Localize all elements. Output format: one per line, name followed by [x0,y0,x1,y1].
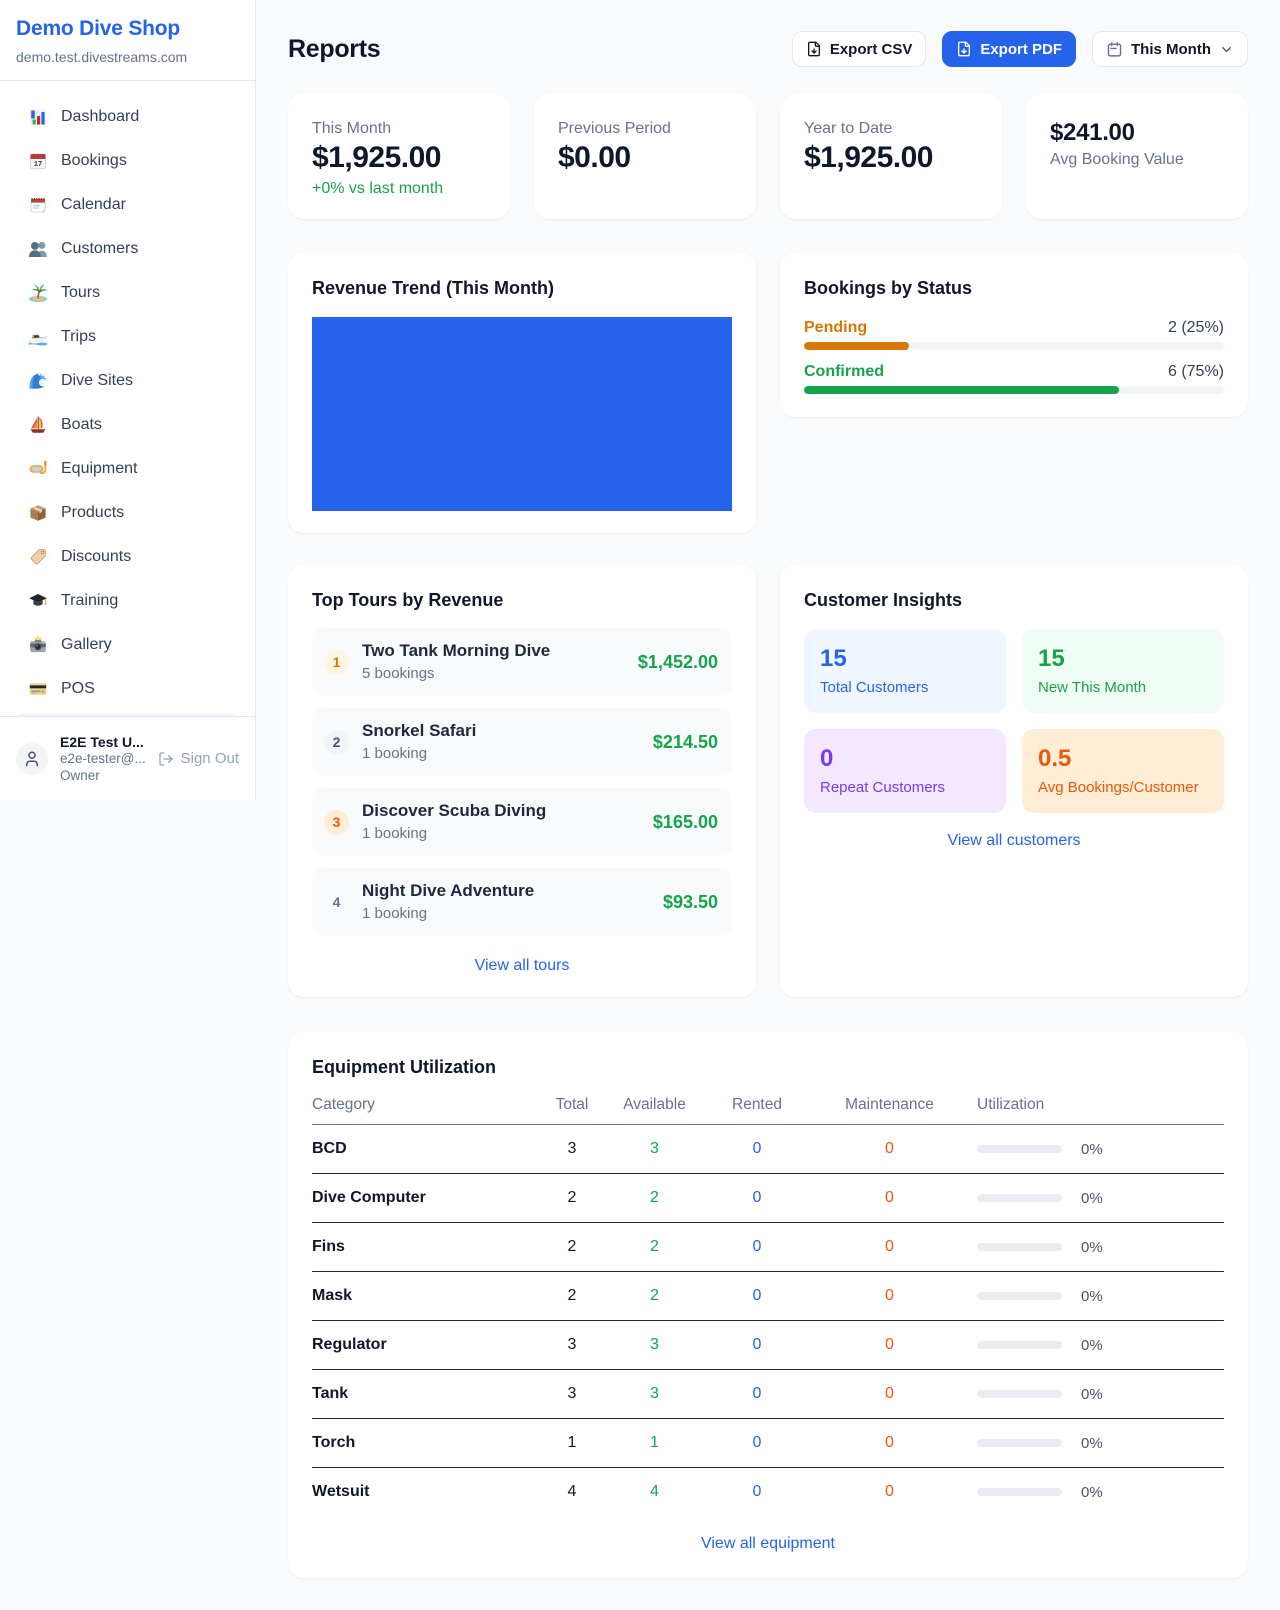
svg-text:17: 17 [34,159,42,168]
